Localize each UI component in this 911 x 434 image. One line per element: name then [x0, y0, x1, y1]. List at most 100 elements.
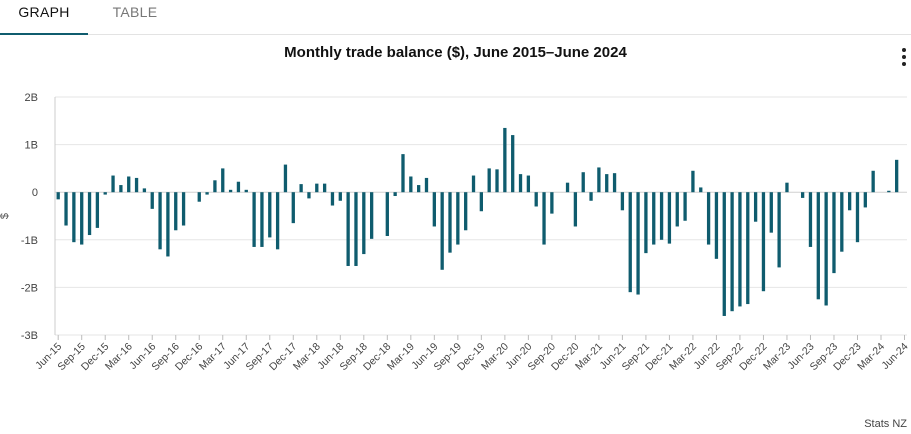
bar[interactable]: Jun-20: 0.35B — [526, 175, 531, 193]
bar[interactable]: Oct-15: -0.9B — [87, 192, 92, 236]
bar[interactable]: Dec-21: -1.08B — [667, 192, 672, 244]
bar[interactable]: Jun-16: -0.35B — [150, 192, 154, 209]
bar[interactable]: Jul-23: -2.25B — [816, 192, 820, 300]
bar[interactable]: Apr-24: 0.03B — [887, 190, 891, 193]
bar[interactable]: Nov-19: 0.35B — [471, 175, 476, 193]
bar[interactable]: Feb-23: -1.58B — [777, 192, 781, 268]
bar[interactable]: Oct-22: -2.35B — [746, 192, 750, 305]
bar[interactable]: Aug-21: -2.15B — [636, 192, 640, 295]
bar[interactable]: May-21: 0.4B — [612, 173, 617, 193]
bar[interactable]: Jan-20: 0.5B — [487, 168, 491, 193]
bar[interactable]: Nov-15: -0.75B — [95, 192, 100, 228]
bar[interactable]: Sep-15: -1.1B — [80, 192, 84, 245]
bar[interactable]: Sep-21: -1.28B — [644, 192, 648, 254]
bar[interactable]: Jul-17: -1.15B — [252, 192, 256, 247]
bar[interactable]: Apr-22: 0.1B — [699, 187, 703, 193]
bar[interactable]: Feb-16: 0.15B — [119, 185, 123, 193]
bar[interactable]: Dec-22: -2.08B — [761, 192, 766, 292]
bar[interactable]: Oct-18: -0.98B — [369, 192, 374, 239]
bar[interactable]: Jan-22: -0.72B — [675, 192, 679, 227]
bar[interactable]: Jul-20: -0.3B — [534, 192, 538, 207]
bar[interactable]: Dec-17: -0.65B — [291, 192, 295, 224]
tab-table[interactable]: TABLE — [112, 4, 158, 20]
bar[interactable]: Aug-19: -1.27B — [448, 192, 452, 253]
bar[interactable]: Mar-19: 0.33B — [409, 176, 413, 193]
bar[interactable]: Jun-23: -1.15B — [808, 192, 813, 247]
bar[interactable]: Jan-21: 0.42B — [581, 172, 585, 193]
bar[interactable]: Feb-21: -0.18B — [589, 192, 593, 201]
bar[interactable]: Aug-16: -1.35B — [166, 192, 170, 257]
bar[interactable]: Aug-17: -1.15B — [260, 192, 264, 247]
bar[interactable]: Aug-20: -1.1B — [542, 192, 546, 245]
bar[interactable]: May-16: 0.08B — [142, 188, 147, 193]
bar[interactable]: Jan-24: -0.32B — [863, 192, 867, 208]
bar[interactable]: Sep-20: -0.45B — [550, 192, 554, 214]
bar[interactable]: May-18: -0.28B — [330, 192, 335, 206]
bar[interactable]: Apr-21: 0.38B — [605, 174, 609, 193]
bar[interactable]: Feb-24: 0.45B — [871, 170, 875, 193]
bar[interactable]: Oct-19: -0.8B — [464, 192, 468, 231]
bar[interactable]: Dec-18: -0.92B — [385, 192, 389, 236]
bar[interactable]: Feb-19: 0.8B — [401, 154, 405, 193]
bar[interactable]: Jan-23: -0.85B — [769, 192, 773, 233]
bar[interactable]: Sep-16: -0.8B — [174, 192, 178, 231]
bar[interactable]: Apr-16: 0.3B — [134, 177, 139, 193]
bar[interactable]: Jul-15: -0.7B — [64, 192, 68, 226]
bar[interactable]: Jul-16: -1.2B — [158, 192, 162, 250]
bar[interactable]: Dec-20: -0.72B — [573, 192, 578, 227]
bar[interactable]: Nov-23: -0.38B — [847, 192, 852, 211]
bar[interactable]: Jul-19: -1.63B — [440, 192, 444, 270]
bar[interactable]: Mar-21: 0.52B — [597, 167, 601, 193]
bar[interactable]: Dec-19: -0.4B — [479, 192, 483, 212]
bar[interactable]: Jun-22: -1.4B — [714, 192, 719, 259]
bar[interactable]: Jun-21: -0.38B — [620, 192, 625, 211]
bar[interactable]: Aug-22: -2.5B — [730, 192, 734, 312]
bar[interactable]: May-24: 0.68B — [895, 159, 899, 193]
bar[interactable]: Nov-21: -1B — [659, 192, 664, 240]
bar[interactable]: Nov-22: -0.62B — [753, 192, 758, 222]
bar[interactable]: Feb-20: 0.48B — [495, 169, 499, 193]
bar[interactable]: Jul-21: -2.1B — [628, 192, 632, 293]
bar[interactable]: May-19: 0.3B — [424, 177, 429, 193]
bar[interactable]: Feb-18: -0.13B — [307, 192, 311, 199]
kebab-menu-icon[interactable] — [899, 46, 911, 68]
bar[interactable]: Jul-18: -1.55B — [346, 192, 350, 266]
bar[interactable]: Apr-18: 0.18B — [322, 183, 327, 193]
bar[interactable]: Aug-15: -1.05B — [72, 192, 76, 243]
bar[interactable]: Nov-20: 0.2B — [565, 182, 570, 193]
bar[interactable]: Apr-20: 1.2B — [511, 135, 515, 193]
bar[interactable]: Oct-23: -1.25B — [840, 192, 844, 252]
bar[interactable]: Sep-19: -1.1B — [456, 192, 460, 245]
bar[interactable]: Mar-23: 0.2B — [785, 182, 789, 193]
bar[interactable]: Jun-17: 0.05B — [244, 189, 248, 193]
bar[interactable]: Jan-18: 0.17B — [299, 184, 303, 193]
bar[interactable]: Oct-16: -0.7B — [181, 192, 186, 226]
bar[interactable]: Apr-19: 0.15B — [417, 185, 421, 193]
bar[interactable]: Dec-15: -0.05B — [103, 192, 107, 195]
bar[interactable]: May-20: 0.38B — [518, 174, 523, 193]
bar[interactable]: Apr-17: 0.05B — [228, 189, 233, 193]
bar[interactable]: Dec-16: -0.2B — [197, 192, 201, 202]
tab-graph[interactable]: GRAPH — [0, 0, 88, 35]
bar[interactable]: Aug-23: -2.38B — [824, 192, 828, 306]
bar[interactable]: Feb-22: -0.6B — [683, 192, 687, 221]
bar[interactable]: Jul-22: -2.6B — [722, 192, 726, 316]
bar[interactable]: Dec-23: -1.05B — [855, 192, 860, 243]
bar[interactable]: Feb-17: 0.25B — [213, 180, 217, 193]
bar[interactable]: Mar-16: 0.33B — [127, 176, 131, 193]
bar[interactable]: Mar-20: 1.35B — [503, 127, 507, 193]
bar[interactable]: May-22: -1.1B — [706, 192, 711, 245]
bar[interactable]: Aug-18: -1.55B — [354, 192, 358, 266]
bar[interactable]: Jan-19: -0.08B — [393, 192, 397, 197]
bar[interactable]: Sep-17: -0.95B — [268, 192, 272, 238]
bar[interactable]: Sep-22: -2.4B — [738, 192, 742, 307]
bar[interactable]: Mar-22: 0.45B — [691, 170, 695, 193]
bar[interactable]: Mar-17: 0.5B — [221, 168, 225, 193]
bar[interactable]: Jan-17: -0.05B — [205, 192, 209, 195]
bar[interactable]: Mar-18: 0.18B — [315, 183, 319, 193]
bar[interactable]: Nov-17: 0.58B — [283, 164, 288, 193]
bar[interactable]: Jun-19: -0.72B — [432, 192, 436, 227]
bar[interactable]: Jun-18: -0.18B — [338, 192, 342, 201]
bar[interactable]: Jun-15: -0.15B — [56, 192, 60, 200]
bar[interactable]: Sep-18: -1.3B — [362, 192, 366, 255]
